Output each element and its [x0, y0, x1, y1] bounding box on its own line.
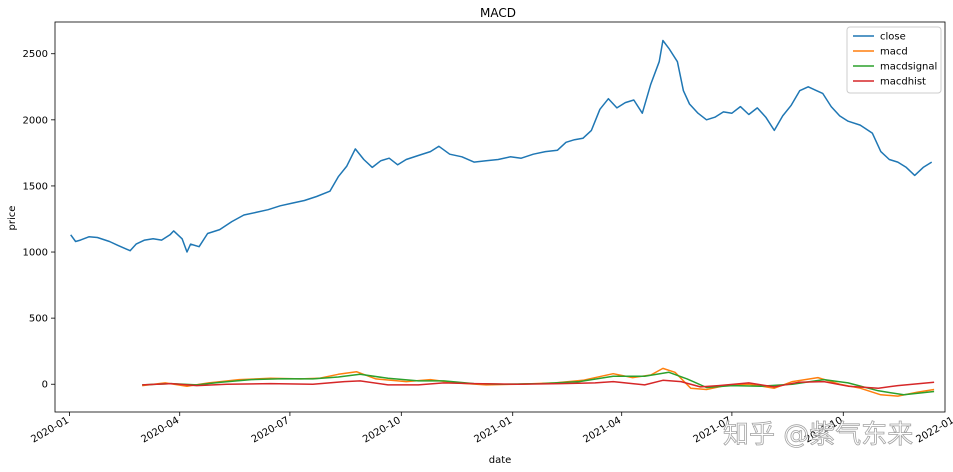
y-axis-title: price — [7, 206, 18, 231]
legend-label-macdhist: macdhist — [880, 77, 926, 88]
legend-box — [846, 26, 942, 94]
legend: close macd macdsignal macdhist — [846, 26, 942, 94]
series-line-macdhist — [142, 379, 935, 389]
y-tick-label: 500 — [29, 314, 48, 325]
y-tick-label: 2500 — [23, 49, 48, 60]
series-line-close — [70, 39, 933, 253]
legend-label-macdsignal: macdsignal — [880, 62, 937, 73]
x-axis-title: date — [489, 455, 512, 466]
y-tick-label: 1000 — [23, 248, 48, 259]
y-tick-label: 0 — [42, 380, 48, 391]
legend-label-close: close — [880, 32, 906, 43]
y-axis: 0 500 1000 1500 2000 2500 — [23, 49, 55, 391]
plot-area-frame — [54, 21, 946, 413]
legend-label-macd: macd — [880, 47, 908, 58]
series-layer — [70, 39, 935, 397]
watermark: 知乎 @紫气东来 — [723, 420, 913, 450]
y-tick-label: 2000 — [23, 115, 48, 126]
chart-title: MACD — [480, 6, 516, 20]
y-tick-label: 1500 — [23, 181, 48, 192]
